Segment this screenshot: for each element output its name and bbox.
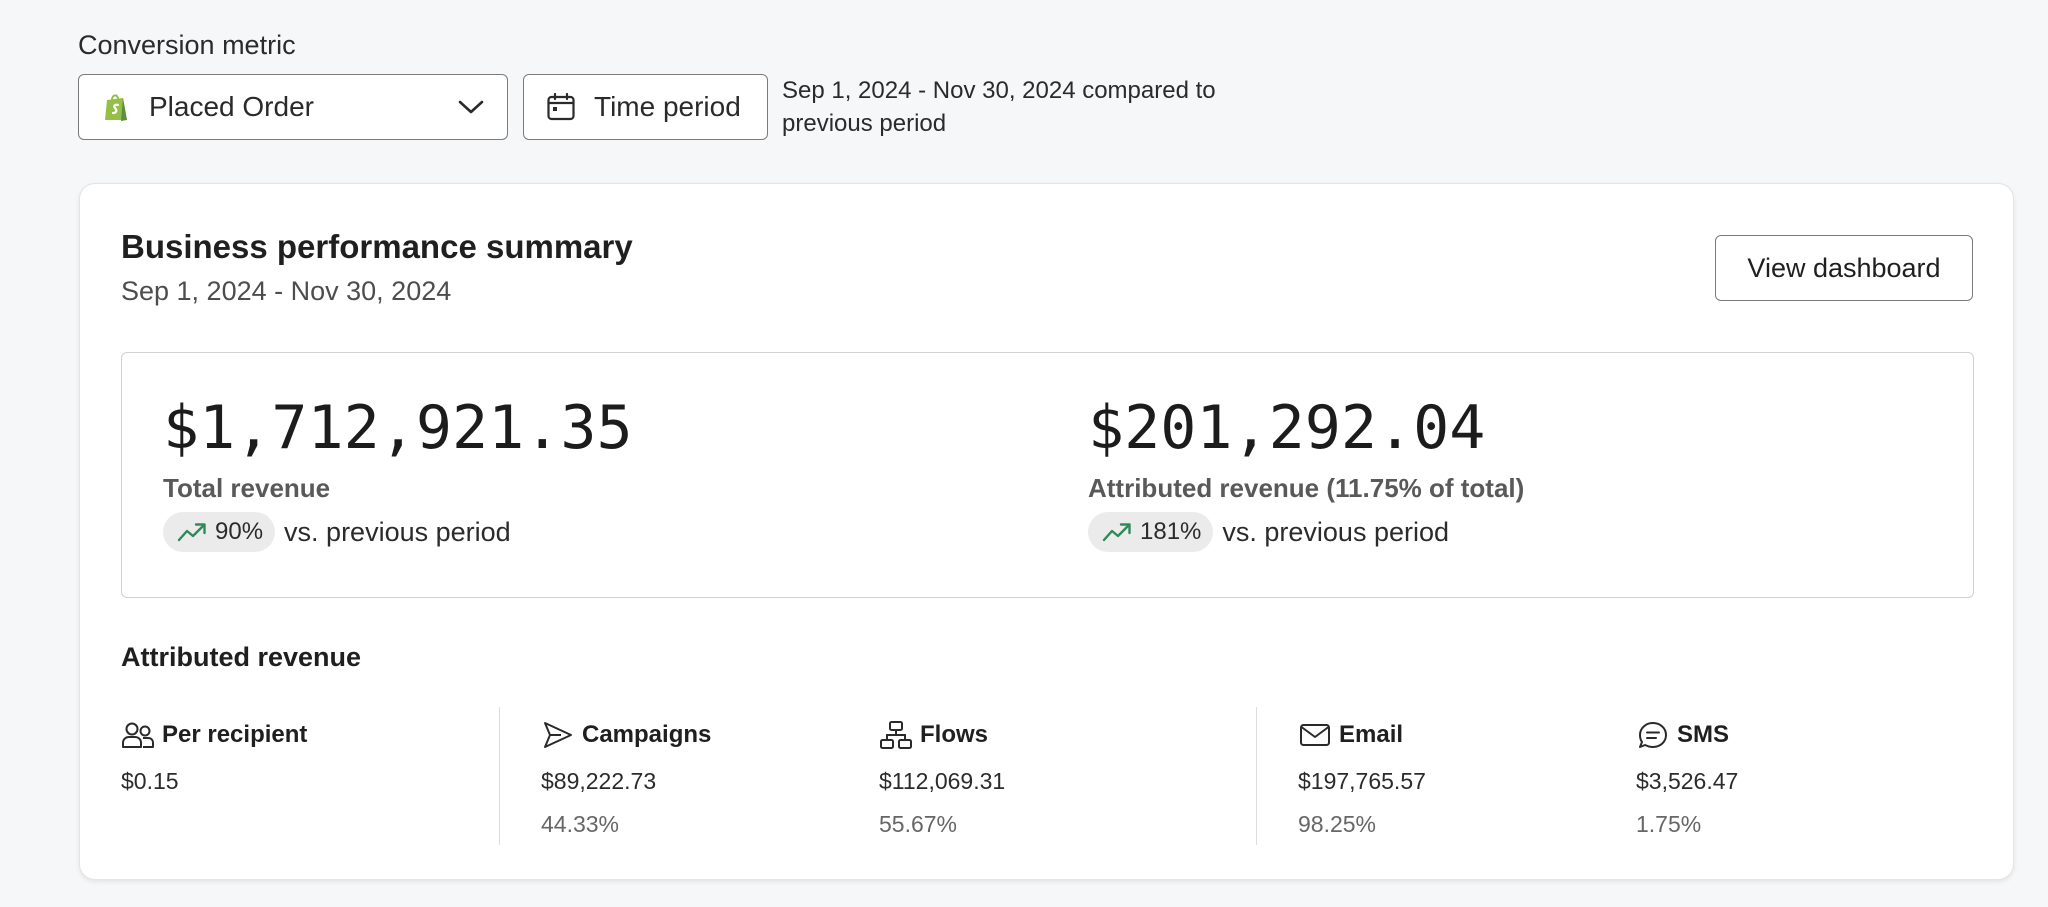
trend-up-icon <box>177 523 206 542</box>
chevron-down-icon <box>458 100 484 114</box>
flows-percent: 55.67% <box>879 811 958 837</box>
change-badge: 181% <box>1088 512 1214 552</box>
email-value: $197,765.57 <box>1298 768 1426 794</box>
attributed-revenue-change: 181% <box>1140 518 1202 545</box>
comparison-text: vs. previous period <box>1222 516 1450 547</box>
campaigns-label: Campaigns <box>582 721 712 748</box>
revenue-stats-box: $1,712,921.35 Total revenue 90% vs. prev… <box>121 352 1974 598</box>
total-revenue-amount: $1,712,921.35 <box>163 393 633 463</box>
attributed-revenue-stat: $201,292.04 Attributed revenue (11.75% o… <box>1088 393 1524 552</box>
card-title: Business performance summary <box>121 228 633 265</box>
flows-metric: Flows $112,069.31 55.67% <box>879 720 1005 838</box>
total-revenue-change-row: 90% vs. previous period <box>163 512 633 552</box>
divider <box>499 707 500 845</box>
flows-label: Flows <box>920 721 989 748</box>
attributed-revenue-change-row: 181% vs. previous period <box>1088 512 1524 552</box>
chat-icon <box>1639 722 1667 748</box>
attributed-revenue-label: Attributed revenue (11.75% of total) <box>1088 473 1525 503</box>
attributed-revenue-amount: $201,292.04 <box>1088 393 1486 463</box>
campaigns-metric: Campaigns $89,222.73 44.33% <box>541 720 711 838</box>
total-revenue-label: Total revenue <box>163 473 331 503</box>
campaigns-value: $89,222.73 <box>541 768 657 794</box>
total-revenue-stat: $1,712,921.35 Total revenue 90% vs. prev… <box>163 393 633 552</box>
sms-value: $3,526.47 <box>1636 768 1739 794</box>
attributed-revenue-heading: Attributed revenue <box>121 642 362 672</box>
email-label: Email <box>1339 721 1404 748</box>
campaigns-percent: 44.33% <box>541 811 620 837</box>
business-performance-card: Business performance summary Sep 1, 2024… <box>79 183 2014 880</box>
time-period-label: Time period <box>594 91 741 122</box>
time-period-button[interactable]: Time period <box>523 74 768 140</box>
change-badge: 90% <box>163 512 276 552</box>
view-dashboard-button[interactable]: View dashboard <box>1715 235 1973 301</box>
divider <box>1256 707 1257 845</box>
per-recipient-value: $0.15 <box>121 768 179 794</box>
conversion-metric-label: Conversion metric <box>78 30 296 60</box>
card-date-range: Sep 1, 2024 - Nov 30, 2024 <box>121 276 452 306</box>
recipients-icon <box>122 722 154 748</box>
email-percent: 98.25% <box>1298 811 1377 837</box>
flow-icon <box>880 721 912 749</box>
calendar-icon <box>547 92 575 121</box>
period-description: Sep 1, 2024 - Nov 30, 2024 compared to p… <box>782 77 1216 137</box>
sms-metric: SMS $3,526.47 1.75% <box>1636 720 1738 838</box>
email-metric: Email $197,765.57 98.25% <box>1298 720 1426 838</box>
selected-metric: Placed Order <box>149 91 314 122</box>
total-revenue-change: 90% <box>215 518 264 545</box>
trend-up-icon <box>1102 523 1131 542</box>
per-recipient-label: Per recipient <box>162 721 308 748</box>
sms-label: SMS <box>1677 721 1730 748</box>
sms-percent: 1.75% <box>1636 811 1702 837</box>
mail-icon <box>1300 724 1330 746</box>
comparison-text: vs. previous period <box>284 516 511 547</box>
flows-value: $112,069.31 <box>879 768 1006 794</box>
shopify-icon <box>105 94 127 121</box>
send-icon <box>544 722 572 748</box>
per-recipient-metric: Per recipient $0.15 <box>121 720 307 795</box>
conversion-metric-select[interactable]: Placed Order <box>78 74 508 140</box>
